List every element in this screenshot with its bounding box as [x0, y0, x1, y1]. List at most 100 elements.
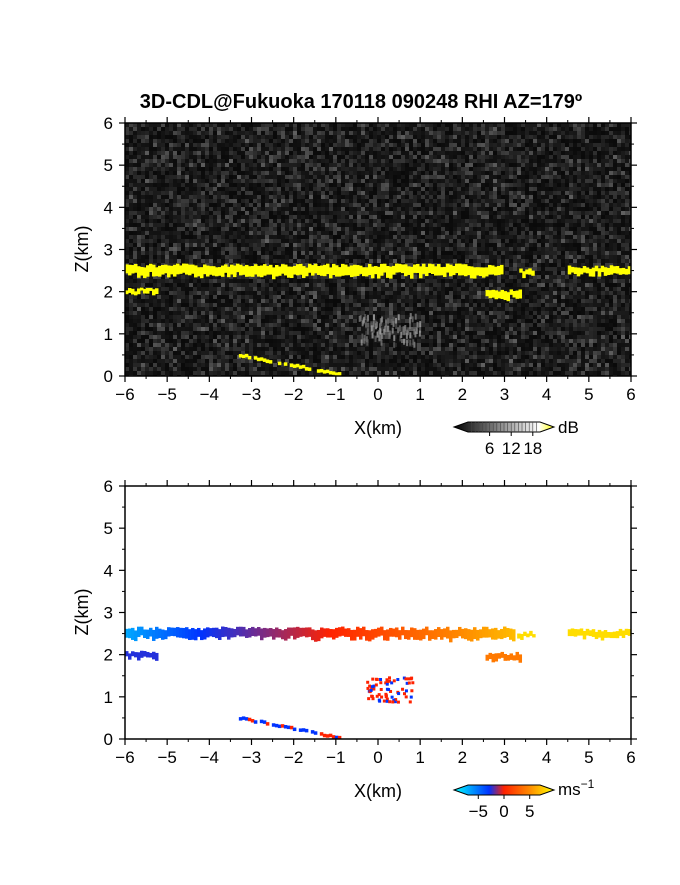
noise-cell: [561, 179, 565, 183]
noise-cell: [389, 179, 393, 183]
noise-cell: [241, 163, 245, 167]
noise-cell: [253, 195, 257, 199]
noise-cell: [321, 151, 325, 155]
noise-cell: [265, 211, 269, 215]
noise-cell: [521, 163, 525, 167]
noise-cell: [309, 239, 313, 243]
noise-cell: [233, 255, 237, 259]
noise-cell: [137, 143, 141, 147]
noise-cell: [325, 215, 329, 219]
noise-cell: [209, 207, 213, 211]
noise-cell: [413, 123, 417, 127]
noise-cell: [409, 219, 413, 223]
noise-cell: [141, 259, 145, 263]
noise-cell: [237, 151, 241, 155]
noise-cell: [165, 203, 169, 207]
noise-cell: [369, 223, 373, 227]
noise-cell: [365, 211, 369, 215]
noise-cell: [293, 219, 297, 223]
noise-cell: [369, 131, 373, 135]
noise-cell: [149, 191, 153, 195]
noise-cell: [153, 199, 157, 203]
noise-cell: [337, 123, 341, 127]
noise-cell: [613, 207, 617, 211]
noise-cell: [365, 187, 369, 191]
noise-cell: [561, 243, 565, 247]
noise-cell: [389, 199, 393, 203]
noise-cell: [617, 219, 621, 223]
noise-cell: [221, 191, 225, 195]
noise-cell: [165, 243, 169, 247]
noise-cell: [333, 195, 337, 199]
noise-cell: [241, 151, 245, 155]
noise-cell: [561, 275, 565, 279]
noise-cell: [201, 143, 205, 147]
noise-cell: [345, 127, 349, 131]
noise-cell: [165, 251, 169, 255]
noise-cell: [325, 183, 329, 187]
noise-cell: [285, 187, 289, 191]
noise-cell: [185, 203, 189, 207]
noise-cell: [181, 135, 185, 139]
noise-cell: [257, 207, 261, 211]
noise-cell: [545, 183, 549, 187]
noise-cell: [233, 131, 237, 135]
noise-cell: [321, 139, 325, 143]
noise-cell: [161, 179, 165, 183]
noise-cell: [169, 247, 173, 251]
noise-cell: [317, 123, 321, 127]
noise-cell: [149, 215, 153, 219]
noise-cell: [585, 175, 589, 179]
noise-cell: [141, 179, 145, 183]
noise-cell: [441, 187, 445, 191]
noise-cell: [173, 251, 177, 255]
noise-cell: [305, 191, 309, 195]
noise-cell: [501, 155, 505, 159]
noise-cell: [433, 263, 437, 267]
noise-cell: [209, 191, 213, 195]
noise-cell: [389, 143, 393, 147]
noise-cell: [481, 251, 485, 255]
noise-cell: [193, 179, 197, 183]
noise-cell: [581, 167, 585, 171]
noise-cell: [533, 187, 537, 191]
noise-cell: [129, 207, 133, 211]
noise-cell: [521, 167, 525, 171]
noise-cell: [557, 267, 561, 271]
noise-cell: [213, 143, 217, 147]
noise-cell: [161, 215, 165, 219]
noise-cell: [625, 167, 629, 171]
noise-cell: [309, 247, 313, 251]
noise-cell: [569, 219, 573, 223]
noise-cell: [289, 263, 293, 267]
noise-cell: [353, 231, 357, 235]
noise-cell: [201, 163, 205, 167]
noise-cell: [321, 231, 325, 235]
noise-cell: [525, 211, 529, 215]
noise-cell: [573, 127, 577, 131]
noise-cell: [497, 163, 501, 167]
noise-cell: [569, 207, 573, 211]
noise-cell: [249, 123, 253, 127]
noise-cell: [625, 163, 629, 167]
noise-cell: [477, 183, 481, 187]
noise-cell: [169, 203, 173, 207]
noise-cell: [337, 259, 341, 263]
noise-cell: [261, 207, 265, 211]
noise-cell: [281, 139, 285, 143]
noise-cell: [137, 215, 141, 219]
noise-cell: [145, 163, 149, 167]
noise-cell: [325, 243, 329, 247]
noise-cell: [621, 247, 625, 251]
noise-cell: [609, 275, 613, 279]
noise-cell: [601, 167, 605, 171]
noise-cell: [285, 195, 289, 199]
noise-cell: [613, 123, 617, 127]
noise-cell: [213, 191, 217, 195]
noise-cell: [401, 143, 405, 147]
noise-cell: [333, 247, 337, 251]
noise-cell: [137, 243, 141, 247]
noise-cell: [613, 195, 617, 199]
noise-cell: [597, 135, 601, 139]
noise-cell: [441, 263, 445, 267]
